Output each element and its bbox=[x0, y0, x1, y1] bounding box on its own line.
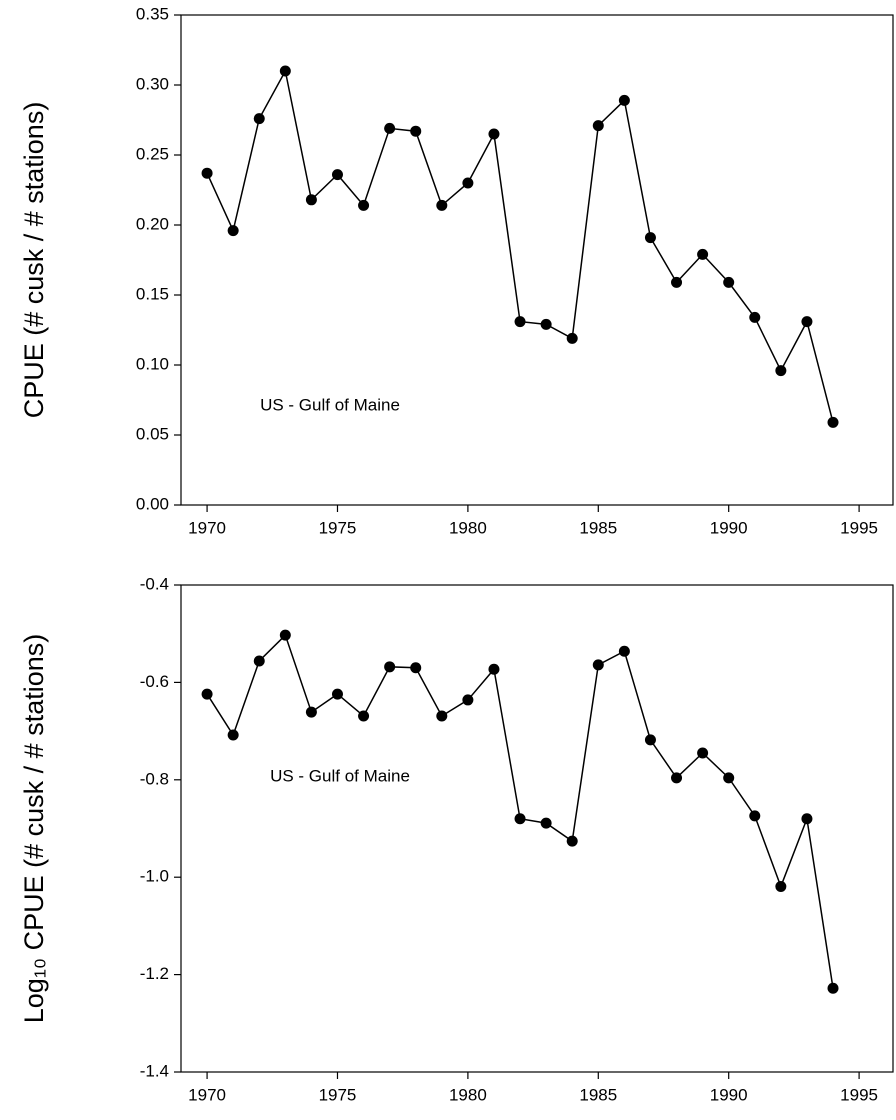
x-tick-label: 1995 bbox=[840, 518, 878, 537]
x-tick-label: 1970 bbox=[188, 518, 226, 537]
y-tick-label: -0.8 bbox=[140, 769, 169, 788]
data-line bbox=[206, 633, 834, 989]
y-tick-label: 0.15 bbox=[136, 284, 169, 303]
y-tick-label: 0.05 bbox=[136, 424, 169, 443]
y-tick-label: -1.0 bbox=[140, 867, 169, 886]
y-tick-label: 0.30 bbox=[136, 74, 169, 93]
data-point bbox=[671, 276, 683, 288]
annotation: US - Gulf of Maine bbox=[260, 395, 400, 414]
data-point bbox=[514, 316, 526, 328]
data-point bbox=[227, 729, 239, 741]
data-point bbox=[566, 332, 578, 344]
x-tick-label: 1980 bbox=[449, 518, 487, 537]
y-tick-label: 0.35 bbox=[136, 4, 169, 23]
y-tick-label: 0.10 bbox=[136, 354, 169, 373]
x-tick-label: 1990 bbox=[710, 518, 748, 537]
data-point bbox=[384, 661, 396, 673]
data-point bbox=[723, 772, 735, 784]
data-point bbox=[201, 688, 213, 700]
y-tick-label: -1.2 bbox=[140, 964, 169, 983]
data-point bbox=[697, 248, 709, 260]
data-point bbox=[618, 645, 630, 657]
data-point bbox=[253, 655, 265, 667]
data-point bbox=[801, 316, 813, 328]
data-point bbox=[801, 813, 813, 825]
data-point bbox=[253, 113, 265, 125]
x-tick-label: 1975 bbox=[319, 518, 357, 537]
plot-frame bbox=[180, 584, 894, 1073]
data-point bbox=[618, 94, 630, 106]
data-point bbox=[331, 688, 343, 700]
data-point bbox=[697, 747, 709, 759]
data-point bbox=[305, 194, 317, 206]
x-tick-label: 1985 bbox=[579, 518, 617, 537]
x-tick-label: 1980 bbox=[449, 1085, 487, 1104]
y-tick-label: -1.4 bbox=[140, 1061, 169, 1080]
data-point bbox=[279, 629, 291, 641]
data-point bbox=[410, 662, 422, 674]
data-point bbox=[540, 817, 552, 829]
data-point bbox=[644, 734, 656, 746]
data-point bbox=[227, 225, 239, 237]
y-axis-label: CPUE (# cusk / # stations) bbox=[19, 102, 49, 419]
data-line bbox=[206, 68, 834, 423]
data-point bbox=[358, 199, 370, 211]
annotation: US - Gulf of Maine bbox=[270, 766, 410, 785]
x-tick-label: 1975 bbox=[319, 1085, 357, 1104]
y-tick-label: -0.4 bbox=[140, 574, 169, 593]
data-point bbox=[644, 232, 656, 244]
data-point bbox=[775, 365, 787, 377]
data-point bbox=[723, 276, 735, 288]
y-tick-label: 0.00 bbox=[136, 494, 169, 513]
y-tick-label: -0.6 bbox=[140, 672, 169, 691]
data-point bbox=[827, 416, 839, 428]
data-point bbox=[749, 810, 761, 822]
data-point bbox=[436, 710, 448, 722]
data-point bbox=[384, 122, 396, 134]
data-point bbox=[488, 663, 500, 675]
data-point bbox=[671, 772, 683, 784]
data-point bbox=[540, 318, 552, 330]
x-tick-label: 1970 bbox=[188, 1085, 226, 1104]
data-point bbox=[592, 120, 604, 132]
y-tick-label: 0.20 bbox=[136, 214, 169, 233]
data-point bbox=[331, 169, 343, 181]
data-point bbox=[410, 125, 422, 137]
data-point bbox=[358, 710, 370, 722]
data-point bbox=[201, 167, 213, 179]
data-point bbox=[827, 982, 839, 994]
x-tick-label: 1985 bbox=[579, 1085, 617, 1104]
data-point bbox=[279, 65, 291, 77]
data-point bbox=[592, 659, 604, 671]
plot-frame bbox=[180, 14, 894, 506]
x-tick-label: 1990 bbox=[710, 1085, 748, 1104]
data-point bbox=[514, 813, 526, 825]
y-axis-label: Log₁₀ CPUE (# cusk / # stations) bbox=[19, 634, 49, 1023]
data-point bbox=[566, 835, 578, 847]
data-point bbox=[775, 880, 787, 892]
y-tick-label: 0.25 bbox=[136, 144, 169, 163]
data-point bbox=[436, 199, 448, 211]
data-point bbox=[488, 128, 500, 140]
data-point bbox=[462, 694, 474, 706]
data-point bbox=[749, 311, 761, 323]
data-point bbox=[305, 706, 317, 718]
x-tick-label: 1995 bbox=[840, 1085, 878, 1104]
data-point bbox=[462, 177, 474, 189]
